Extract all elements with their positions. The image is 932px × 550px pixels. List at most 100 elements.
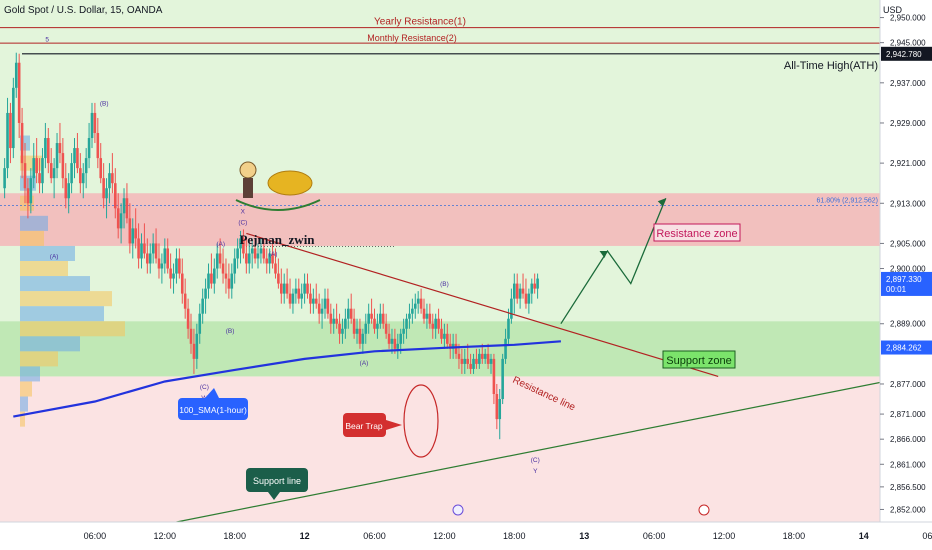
candle-body — [402, 328, 405, 334]
candle-body — [413, 303, 417, 309]
candle-body — [280, 283, 283, 294]
candle-body — [416, 298, 420, 304]
candle-body — [317, 303, 321, 314]
monthly-resistance-label: Monthly Resistance(2) — [367, 33, 457, 43]
candle-body — [364, 323, 368, 334]
candle-body — [55, 143, 59, 169]
candle-body — [23, 163, 27, 189]
candle-body — [344, 318, 347, 329]
candle-body — [242, 238, 245, 254]
candle-body — [9, 112, 12, 149]
candle-body — [454, 343, 458, 354]
candle-body — [262, 248, 266, 259]
candle-body — [478, 353, 481, 364]
candle-body — [504, 338, 507, 359]
candle-body — [210, 273, 213, 284]
candle-body — [355, 328, 359, 334]
candle-body — [189, 328, 193, 344]
candle-body — [411, 308, 414, 314]
projection-arrowhead — [657, 198, 666, 207]
support-zone-box — [662, 350, 736, 369]
candle-body — [492, 358, 496, 395]
candle-body — [329, 313, 333, 324]
price-axis-label: 2,852.000 — [890, 505, 926, 514]
price-axis-label: 2,950.000 — [890, 14, 926, 23]
candle-body — [309, 293, 312, 304]
price-axis-label: 2,866.000 — [890, 435, 926, 444]
author-name: Pejman_zwin — [239, 232, 315, 247]
lower-background — [0, 376, 880, 522]
candle-body — [274, 263, 277, 274]
candle-body — [291, 293, 295, 304]
candle-body — [227, 278, 231, 289]
candle-body — [180, 273, 184, 294]
candle-body — [253, 248, 257, 259]
candle-body — [373, 318, 376, 329]
candle-body — [524, 293, 528, 304]
candle-body — [358, 328, 362, 344]
candle-body — [221, 263, 225, 274]
candle-body — [443, 333, 446, 339]
candle-body — [29, 178, 33, 204]
time-axis-label: 12:00 — [154, 531, 177, 541]
candle-body — [38, 173, 41, 184]
ath-price-tag-text: 2,942.780 — [886, 50, 922, 59]
candle-body — [17, 62, 21, 123]
price-axis-label: 2,945.000 — [890, 39, 926, 48]
candle-body — [390, 338, 394, 344]
candle-body — [201, 298, 204, 314]
resistance-zone-box — [653, 223, 741, 242]
candle-body — [472, 358, 475, 369]
candle-body — [489, 358, 493, 364]
candle-body — [440, 328, 443, 339]
ath-label: All-Time High(ATH) — [784, 60, 878, 72]
candle-body — [376, 323, 379, 329]
candle-body — [84, 158, 88, 174]
projection-arrowhead — [599, 250, 608, 258]
candle-body — [312, 298, 315, 304]
candle-body — [419, 298, 423, 309]
candle-body — [163, 248, 167, 264]
bear-trap-callout — [343, 413, 386, 437]
wave-label: (A) — [50, 253, 59, 260]
candle-body — [26, 188, 30, 204]
candle-body — [300, 293, 303, 299]
resistance-trend-line — [246, 232, 719, 378]
candle-body — [61, 153, 65, 179]
wave-label: (B) — [100, 100, 109, 107]
candle-body — [41, 158, 44, 184]
candle-body — [35, 158, 38, 174]
author-swoosh-icon — [235, 199, 321, 211]
support-line-label: Support line — [253, 476, 301, 486]
sma-line — [13, 340, 561, 418]
candle-body — [314, 298, 318, 304]
candle-body — [250, 248, 254, 254]
candle-body — [178, 258, 181, 274]
candle-body — [186, 308, 190, 329]
candle-body — [131, 228, 135, 244]
candle-body — [507, 318, 510, 339]
volume-profile-bar — [20, 245, 75, 261]
candle-body — [247, 253, 251, 264]
candle-body — [146, 253, 149, 264]
currency-label: USD — [882, 5, 902, 15]
candle-body — [486, 353, 490, 364]
candle-body — [271, 253, 274, 264]
candle-body — [128, 218, 132, 244]
candle-body — [367, 313, 370, 324]
candle-body — [387, 333, 391, 344]
fib-label: 61.80% (2,912.562) — [817, 197, 879, 204]
candle-body — [405, 318, 408, 329]
candle-body — [195, 333, 199, 359]
price-axis-label: 2,937.000 — [890, 79, 926, 88]
support-line-pointer — [268, 492, 280, 500]
candle-body — [527, 293, 531, 304]
candle-body — [93, 112, 97, 134]
candle-body — [213, 268, 216, 284]
candle-body — [466, 358, 469, 364]
candle-body — [169, 268, 172, 279]
sma-callout-label: 100_SMA(1-hour) — [179, 405, 247, 415]
candle-body — [64, 178, 68, 199]
event-lightning-icon — [452, 504, 464, 516]
